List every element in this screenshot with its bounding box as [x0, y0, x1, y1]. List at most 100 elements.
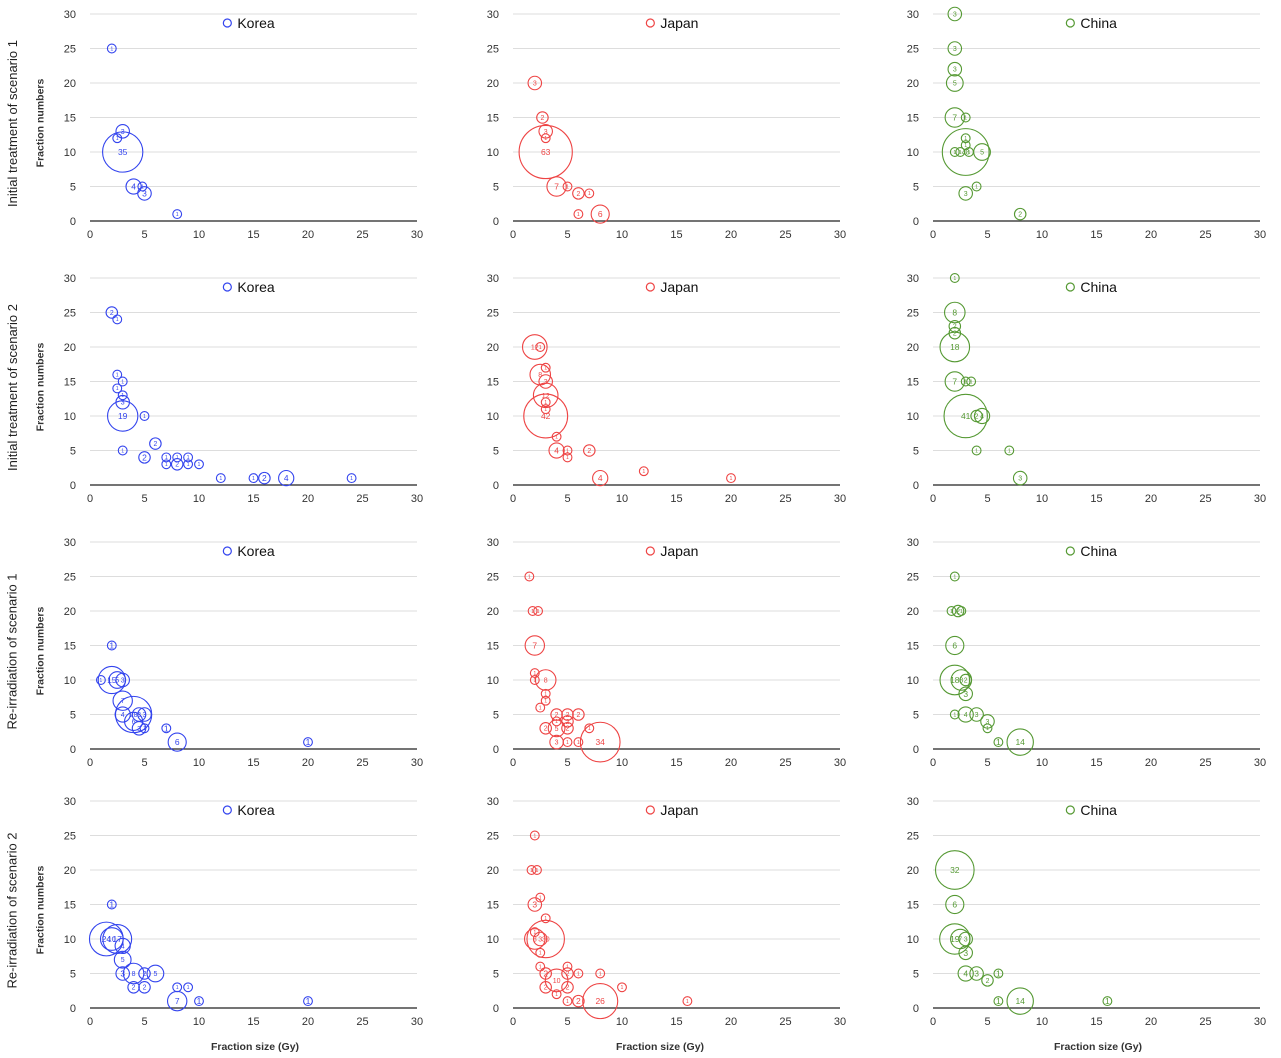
row-label-reirradiation-2: Re-irradiation of scenario 2 [4, 831, 20, 989]
bubble [945, 635, 965, 656]
bubble [548, 442, 565, 459]
bubble [539, 981, 552, 994]
bubble [572, 994, 585, 1008]
bubble [958, 186, 973, 201]
bubble [573, 737, 584, 748]
bubble-label: 19 [118, 411, 128, 421]
x-tick-label: 15 [1090, 229, 1102, 241]
bubble-label: 8 [132, 971, 136, 978]
bubble [944, 371, 966, 392]
bubble [946, 606, 957, 616]
bubble-label: 2 [986, 978, 990, 985]
y-tick-label: 10 [487, 411, 499, 423]
legend-label: Japan [660, 543, 698, 559]
x-tick-label: 0 [930, 229, 936, 241]
bubble-label: 2 [576, 996, 581, 1006]
x-tick-label: 10 [616, 757, 628, 769]
x-tick-label: 5 [984, 1016, 990, 1028]
bubble-label: 34 [595, 737, 605, 747]
bubble [562, 996, 573, 1007]
x-tick-label: 30 [411, 229, 423, 241]
y-tick-label: 30 [64, 796, 76, 808]
bubble-label: 2 [555, 712, 559, 719]
legend-marker [222, 18, 232, 28]
bubble-label: 3 [142, 188, 147, 198]
bubble-label: 5 [121, 957, 125, 964]
bubble-label: 6 [952, 899, 957, 909]
y-tick-label: 0 [493, 1003, 499, 1015]
x-tick-label: 5 [141, 757, 147, 769]
bubble [183, 459, 194, 470]
bubble [562, 445, 573, 456]
bubble [573, 209, 584, 220]
x-tick-label: 5 [141, 1016, 147, 1028]
x-tick-label: 0 [87, 757, 93, 769]
bubble-label: 2 [143, 971, 147, 978]
bubble-label: 2 [1018, 212, 1022, 219]
panel-japan-r2: 0 5 10 15 20 25 30 0 5 10 15 20 25 30 Japan 42 12 12 8 4 4 3 2… [487, 273, 846, 505]
bubble-label: 4 [598, 473, 603, 483]
bubble-label: 3 [121, 677, 125, 684]
x-tick-label: 10 [616, 493, 628, 505]
bubble-label: 1 [536, 868, 539, 874]
bubble-label: 1 [187, 462, 190, 468]
bubble [540, 362, 551, 373]
bubble-label: 6 [598, 209, 603, 219]
bubble [215, 473, 226, 484]
bubble-label: 2 [975, 413, 979, 420]
x-tick-label: 15 [670, 1016, 682, 1028]
bubble-label: 4 [284, 473, 289, 483]
bubble-label: 6 [132, 719, 136, 726]
bubble [969, 966, 984, 981]
bubble [161, 459, 172, 470]
bubble-label: 10 [108, 936, 116, 943]
x-tick-label: 20 [302, 1016, 314, 1028]
bubble-label: 3 [953, 67, 957, 74]
bubble [258, 471, 271, 485]
bubble [518, 124, 573, 180]
x-tick-label: 5 [984, 757, 990, 769]
bubble [540, 404, 551, 415]
bubble-label: 1 [968, 150, 971, 156]
x-tick-label: 0 [87, 1016, 93, 1028]
x-tick-label: 30 [1254, 493, 1266, 505]
y-tick-label: 25 [487, 831, 499, 843]
bubble-label: 7 [952, 112, 957, 122]
bubble-label: 6 [952, 640, 957, 650]
bubble-label: 2 [175, 462, 179, 469]
bubble-label: 7 [952, 376, 957, 386]
bubble [546, 176, 567, 197]
bubble [139, 411, 150, 421]
y-tick-label: 25 [907, 44, 919, 56]
panel-china-r1: 0 5 10 15 20 25 30 0 5 10 15 20 25 30 China 48 7 5 5 3 3 3 3 2 1… [907, 6, 1266, 241]
x-tick-label: 15 [1090, 1016, 1102, 1028]
bubble-label: 4 [554, 445, 559, 455]
legend-marker [645, 546, 655, 556]
bubble-label: 2 [543, 968, 548, 978]
bubble-label: 1 [566, 455, 569, 461]
x-tick-label: 10 [193, 493, 205, 505]
bubble-label: 2 [956, 608, 960, 615]
y-tick-label: 15 [487, 900, 499, 912]
bubble [561, 715, 574, 728]
x-tick-label: 5 [564, 757, 570, 769]
bubble-label: 1 [960, 609, 963, 615]
x-tick-label: 0 [510, 1016, 516, 1028]
y-tick-label: 15 [64, 900, 76, 912]
x-tick-label: 30 [1254, 1016, 1266, 1028]
bubble-label: 2 [566, 971, 570, 978]
bubble-label: 1 [99, 678, 102, 684]
x-tick-label: 25 [356, 757, 368, 769]
bubble [131, 721, 147, 736]
bubble-label: 8 [959, 677, 963, 684]
bubble [562, 961, 573, 972]
bubble-label: 2 [587, 448, 591, 455]
x-tick-label: 10 [1036, 1016, 1048, 1028]
bubble [638, 466, 649, 477]
bubble-label: 1 [121, 448, 124, 454]
bubble [951, 604, 965, 618]
row-label-reirradiation-1: Re-irradiation of scenario 1 [4, 572, 20, 730]
